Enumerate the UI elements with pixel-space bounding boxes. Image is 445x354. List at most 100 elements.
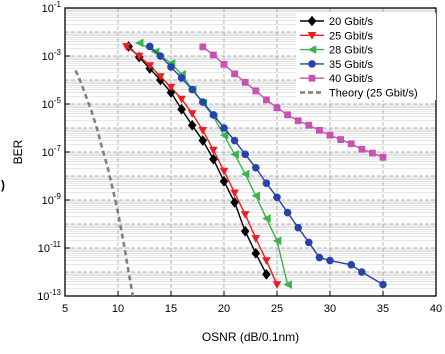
data-point-40-gbit-s <box>231 70 238 78</box>
x-tick-label: 20 <box>218 303 230 315</box>
series-35-gbit-s <box>146 42 387 289</box>
x-tick-label: 40 <box>430 303 442 315</box>
legend-marker-35-gbit-s <box>308 60 316 68</box>
data-point-40-gbit-s <box>379 153 387 161</box>
legend-label-20-gbit-s: 20 Gbit/s <box>329 16 374 28</box>
panel-label: ) <box>1 178 5 192</box>
y-tick-label: 10-13 <box>37 288 61 303</box>
data-point-35-gbit-s <box>358 268 366 276</box>
data-point-40-gbit-s <box>210 51 217 59</box>
data-point-28-gbit-s <box>283 280 292 289</box>
data-point-35-gbit-s <box>347 260 356 269</box>
data-point-35-gbit-s <box>146 42 154 51</box>
x-tick-label: 15 <box>165 303 177 315</box>
data-point-40-gbit-s <box>369 149 376 157</box>
data-point-25-gbit-s <box>262 257 271 265</box>
data-point-25-gbit-s <box>219 167 229 176</box>
data-point-35-gbit-s <box>315 253 324 262</box>
data-point-40-gbit-s <box>273 104 281 112</box>
data-point-35-gbit-s <box>273 193 281 202</box>
data-point-25-gbit-s <box>156 73 165 81</box>
data-point-25-gbit-s <box>230 189 239 198</box>
data-point-35-gbit-s <box>188 85 196 94</box>
data-point-28-gbit-s <box>219 130 229 140</box>
data-point-25-gbit-s <box>145 62 155 70</box>
data-point-40-gbit-s <box>337 136 344 143</box>
data-point-40-gbit-s <box>358 145 366 153</box>
data-point-25-gbit-s <box>272 281 282 289</box>
data-point-20-gbit-s <box>251 248 261 259</box>
legend-label-25-gbit-s: 25 Gbit/s <box>329 30 374 42</box>
data-point-20-gbit-s <box>262 269 271 280</box>
series-theory <box>74 69 135 297</box>
legend-marker-20-gbit-s <box>307 15 317 27</box>
data-point-28-gbit-s <box>230 150 239 159</box>
legend: 20 Gbit/s 25 Gbit/s 28 Gbit/s 35 Gbit/s 40 G… <box>296 13 436 100</box>
data-point-35-gbit-s <box>199 98 207 106</box>
series-25-gbit-s <box>122 43 282 289</box>
data-point-20-gbit-s <box>240 225 250 237</box>
data-point-40-gbit-s <box>316 126 323 134</box>
x-axis-label: OSNR (dB/0.1nm) <box>202 330 299 344</box>
data-point-20-gbit-s <box>230 197 239 208</box>
data-point-40-gbit-s <box>305 121 313 129</box>
data-point-35-gbit-s <box>379 280 387 289</box>
data-point-40-gbit-s <box>220 60 228 68</box>
data-point-25-gbit-s <box>177 95 186 104</box>
data-point-20-gbit-s <box>177 104 186 115</box>
legend-label-theory: Theory (25 Gbit/s) <box>329 88 418 100</box>
data-point-40-gbit-s <box>263 96 270 104</box>
data-point-25-gbit-s <box>187 110 197 118</box>
data-point-35-gbit-s <box>305 238 313 247</box>
series-line-theory <box>74 69 135 297</box>
data-point-28-gbit-s <box>251 191 261 201</box>
data-point-20-gbit-s <box>209 153 218 165</box>
legend-box <box>296 13 436 100</box>
data-point-40-gbit-s <box>284 111 291 119</box>
legend-label-35-gbit-s: 35 Gbit/s <box>329 59 374 71</box>
data-point-25-gbit-s <box>198 127 208 135</box>
y-tick-label: 10-9 <box>42 192 62 207</box>
data-point-40-gbit-s <box>241 78 249 86</box>
y-tick-label: 10-11 <box>38 240 62 255</box>
data-point-35-gbit-s <box>156 52 165 60</box>
data-point-35-gbit-s <box>209 111 218 119</box>
x-tick-label: 10 <box>112 303 124 315</box>
data-point-35-gbit-s <box>294 223 303 232</box>
data-point-40-gbit-s <box>326 131 334 139</box>
data-point-20-gbit-s <box>198 135 208 146</box>
data-point-35-gbit-s <box>326 256 334 265</box>
y-tick-label: 10-3 <box>42 48 62 63</box>
data-point-25-gbit-s <box>134 52 144 61</box>
series-20-gbit-s <box>124 41 271 280</box>
legend-marker-28-gbit-s <box>307 45 317 54</box>
y-axis-label: BER <box>11 139 25 164</box>
data-point-28-gbit-s <box>272 236 282 246</box>
data-point-20-gbit-s <box>187 119 197 131</box>
data-point-20-gbit-s <box>219 176 229 187</box>
data-point-25-gbit-s <box>240 211 250 219</box>
data-point-40-gbit-s <box>294 117 302 125</box>
series-40-gbit-s <box>199 43 387 161</box>
x-tick-label: 25 <box>271 303 283 315</box>
y-tick-label: 10-7 <box>42 144 62 159</box>
data-point-25-gbit-s <box>122 43 131 51</box>
data-point-25-gbit-s <box>166 83 176 92</box>
x-tick-label: 5 <box>62 303 68 315</box>
data-point-25-gbit-s <box>251 235 261 243</box>
data-point-35-gbit-s <box>262 179 271 188</box>
y-tick-label: 10-5 <box>42 96 62 111</box>
data-point-28-gbit-s <box>262 214 271 223</box>
legend-label-28-gbit-s: 28 Gbit/s <box>329 45 374 57</box>
data-point-40-gbit-s <box>199 43 207 51</box>
legend-label-40-gbit-s: 40 Gbit/s <box>329 73 374 85</box>
data-point-28-gbit-s <box>134 38 144 48</box>
x-tick-label: 35 <box>377 303 389 315</box>
x-tick-label: 30 <box>324 303 336 315</box>
data-point-35-gbit-s <box>220 124 228 132</box>
data-point-40-gbit-s <box>347 140 355 148</box>
data-point-35-gbit-s <box>252 163 260 172</box>
data-point-40-gbit-s <box>252 87 260 95</box>
data-point-35-gbit-s <box>230 136 239 145</box>
